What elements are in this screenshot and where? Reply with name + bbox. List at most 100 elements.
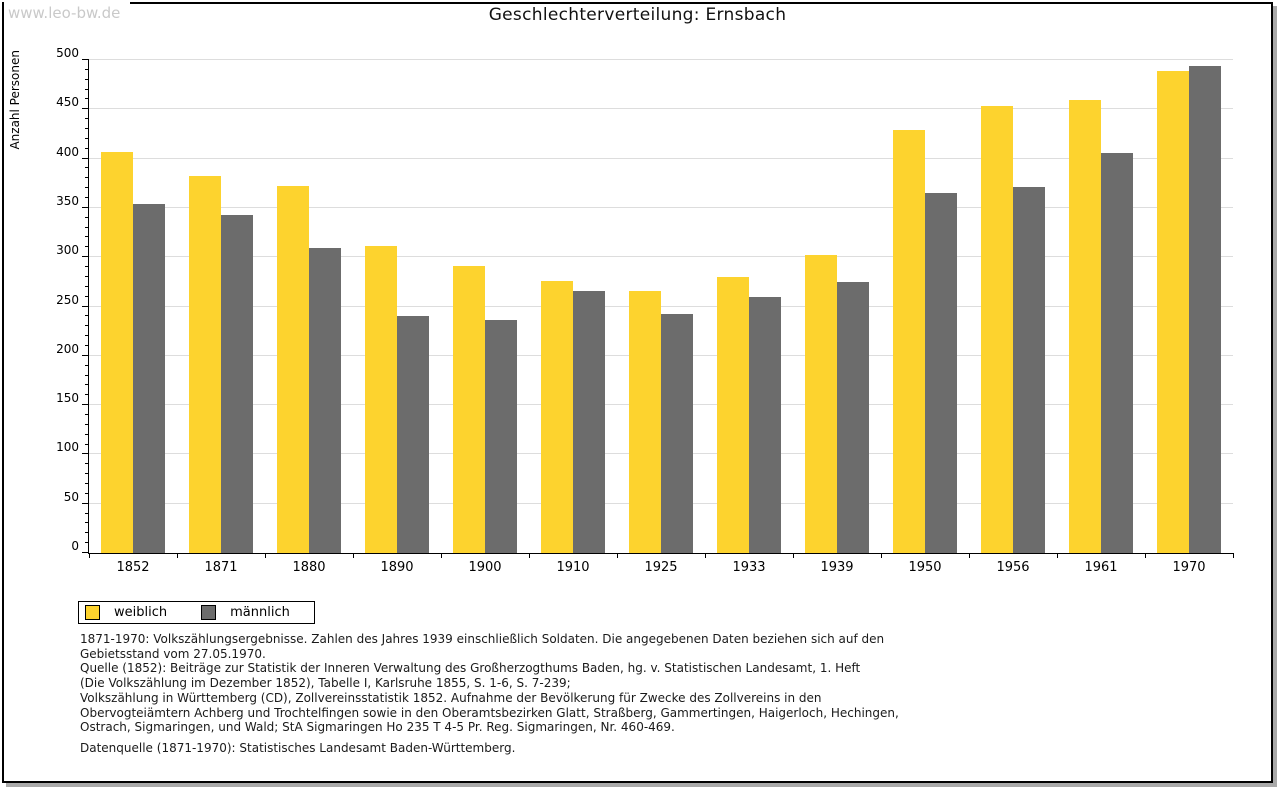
bar-weiblich-1852	[101, 151, 133, 553]
x-tick-label-1925: 1925	[644, 560, 678, 575]
bar-group-1933	[705, 60, 793, 553]
y-tick-label-50: 50	[63, 489, 79, 504]
y-major-tick-200	[82, 354, 89, 356]
x-tick-0	[89, 553, 90, 558]
bar-männlich-1880	[309, 248, 341, 553]
y-tick-label-450: 450	[56, 95, 79, 110]
y-minor-tick-70	[85, 482, 89, 484]
y-major-tick-400	[82, 157, 89, 159]
bar-group-1852	[89, 60, 177, 553]
legend: weiblich männlich	[78, 601, 315, 624]
y-major-tick-50	[82, 502, 89, 504]
y-minor-tick-420	[85, 137, 89, 139]
bar-männlich-1900	[485, 320, 517, 553]
bar-männlich-1871	[221, 214, 253, 553]
watermark: www.leo-bw.de	[4, 0, 131, 25]
y-minor-tick-260	[85, 295, 89, 297]
footnote-line: Quelle (1852): Beiträge zur Statistik de…	[80, 661, 861, 676]
x-tick-label-1950: 1950	[908, 560, 942, 575]
y-minor-tick-270	[85, 285, 89, 287]
footnote-line: 1871-1970: Volkszählungsergebnisse. Zahl…	[80, 632, 885, 646]
x-tick-label-1933: 1933	[732, 560, 766, 575]
x-tick-6	[617, 553, 618, 558]
bar-weiblich-1956	[981, 106, 1013, 553]
y-axis-title: Anzahl Personen	[8, 50, 22, 150]
x-tick-4	[441, 553, 442, 558]
y-minor-tick-170	[85, 384, 89, 386]
x-tick-1	[177, 553, 178, 558]
bar-männlich-1852	[133, 203, 165, 553]
x-tick-11	[1057, 553, 1058, 558]
x-tick-3	[353, 553, 354, 558]
bar-group-1871	[177, 60, 265, 553]
y-minor-tick-320	[85, 236, 89, 238]
y-tick-label-150: 150	[56, 391, 79, 406]
y-minor-tick-230	[85, 325, 89, 327]
bar-weiblich-1871	[189, 176, 221, 553]
y-minor-tick-460	[85, 98, 89, 100]
legend-label-weiblich: weiblich	[114, 605, 168, 620]
y-minor-tick-140	[85, 413, 89, 415]
legend-item-maennlich: männlich	[201, 605, 290, 620]
y-major-tick-0	[82, 552, 89, 553]
x-tick-13	[1233, 553, 1234, 558]
y-minor-tick-80	[85, 473, 89, 475]
bar-männlich-1950	[925, 193, 957, 553]
y-tick-label-250: 250	[56, 292, 79, 307]
weiblich-swatch-icon	[85, 605, 100, 620]
x-tick-8	[793, 553, 794, 558]
y-minor-tick-330	[85, 226, 89, 228]
y-minor-tick-430	[85, 128, 89, 130]
bar-männlich-1925	[661, 314, 693, 553]
bar-weiblich-1933	[717, 276, 749, 553]
x-tick-10	[969, 553, 970, 558]
y-minor-tick-210	[85, 344, 89, 346]
y-major-tick-500	[82, 59, 89, 60]
y-minor-tick-190	[85, 364, 89, 366]
y-minor-tick-40	[85, 512, 89, 514]
y-tick-label-200: 200	[56, 341, 79, 356]
footnote-line: Gebietsstand vom 27.05.1970.	[80, 646, 266, 661]
x-tick-label-1939: 1939	[820, 560, 854, 575]
bar-weiblich-1925	[629, 290, 661, 553]
y-minor-tick-20	[85, 532, 89, 534]
x-tick-2	[265, 553, 266, 558]
footnotes: 1871-1970: Volkszählungsergebnisse. Zahl…	[80, 632, 899, 735]
bar-männlich-1956	[1013, 187, 1045, 553]
datasource-line: Datenquelle (1871-1970): Statistisches L…	[80, 741, 516, 755]
y-minor-tick-470	[85, 88, 89, 90]
x-tick-label-1961: 1961	[1084, 560, 1118, 575]
y-minor-tick-30	[85, 522, 89, 524]
bar-group-1956	[969, 60, 1057, 553]
x-tick-label-1871: 1871	[204, 560, 238, 575]
x-tick-7	[705, 553, 706, 558]
footnote-line: (Die Volkszählung im Dezember 1852), Tab…	[80, 676, 571, 691]
bar-weiblich-1939	[805, 255, 837, 553]
x-tick-label-1910: 1910	[556, 560, 590, 575]
y-minor-tick-240	[85, 315, 89, 317]
bar-group-1950	[881, 60, 969, 553]
y-major-tick-350	[82, 206, 89, 208]
footnote-line: Obervogteiämtern Achberg und Trochtelfin…	[80, 705, 899, 720]
bar-weiblich-1961	[1069, 100, 1101, 553]
gridline-350	[89, 206, 1233, 208]
x-tick-label-1956: 1956	[996, 560, 1030, 575]
y-tick-label-100: 100	[56, 440, 79, 455]
y-major-tick-450	[82, 108, 89, 110]
y-minor-tick-280	[85, 275, 89, 277]
y-minor-tick-110	[85, 443, 89, 445]
bar-männlich-1933	[749, 296, 781, 553]
x-tick-label-1970: 1970	[1172, 560, 1206, 575]
legend-item-weiblich: weiblich	[85, 605, 167, 620]
x-tick-12	[1145, 553, 1146, 558]
bar-group-1900	[441, 60, 529, 553]
y-minor-tick-380	[85, 177, 89, 179]
chart-title: Geschlechterverteilung: Ernsbach	[488, 5, 787, 25]
legend-label-maennlich: männlich	[230, 605, 290, 620]
y-minor-tick-410	[85, 147, 89, 149]
bar-weiblich-1950	[893, 130, 925, 553]
x-tick-label-1880: 1880	[292, 560, 326, 575]
y-major-tick-250	[82, 305, 89, 307]
x-tick-5	[529, 553, 530, 558]
y-minor-tick-290	[85, 266, 89, 268]
